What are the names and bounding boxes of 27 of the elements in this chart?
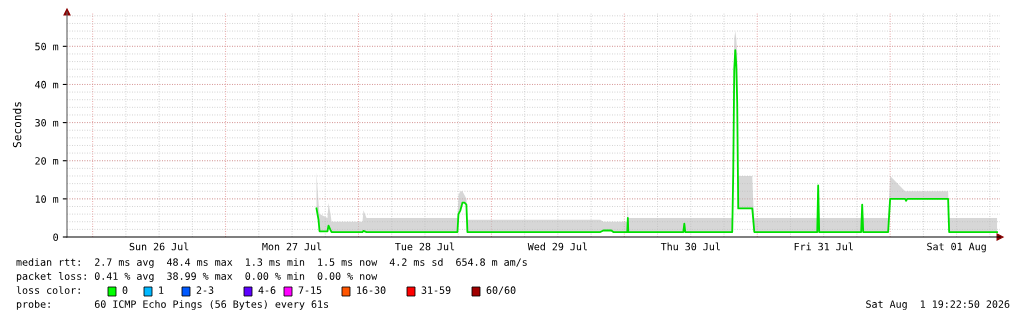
y-tick-label: 20 m: [35, 157, 59, 165]
x-tick-label: Sat 01 Aug: [927, 242, 986, 253]
text: 16-30: [357, 286, 386, 294]
text: 60/60: [486, 286, 516, 295]
x-tick-label: Fri 31 Jul: [794, 242, 853, 251]
y-axis-title: Seconds: [12, 102, 22, 148]
text: 7-15: [298, 286, 322, 294]
x-tick-label: Sun 26 Jul: [129, 242, 189, 251]
text: 1: [159, 286, 164, 294]
text: median rtt: 2.7 ms avg 48.4 ms max 1.3 ms min 1.5 ms now 4.2 ms sd 654.8 m am/s: [16, 258, 527, 268]
y-tick-label: 10 m: [35, 195, 59, 203]
y-tick-label: 40 m: [35, 80, 59, 89]
text: 0: [122, 286, 128, 294]
text: 4-6: [258, 286, 276, 294]
text: 2-3: [196, 286, 214, 294]
text: 31-59: [421, 286, 451, 294]
y-tick-label: 30 m: [35, 119, 59, 127]
x-tick-label: Thu 30 Jul: [660, 242, 720, 251]
x-tick-label: Tue 28 Jul: [395, 242, 455, 251]
text: packet loss: 0.41 % avg 38.99 % max 0.00 % min 0.00 % now: [16, 272, 378, 282]
text: probe: 60 ICMP Echo Pings (56 Bytes) every 61s: [16, 300, 329, 310]
text: Sat Aug 1 19:22:50 2026: [866, 300, 1010, 310]
x-tick-label: Wed 29 Jul: [527, 242, 587, 251]
x-tick-label: Mon 27 Jul: [262, 242, 322, 251]
y-tick-label: 0: [53, 233, 59, 241]
y-tick-label: 50 m: [35, 42, 59, 51]
text: loss color:: [16, 286, 80, 294]
